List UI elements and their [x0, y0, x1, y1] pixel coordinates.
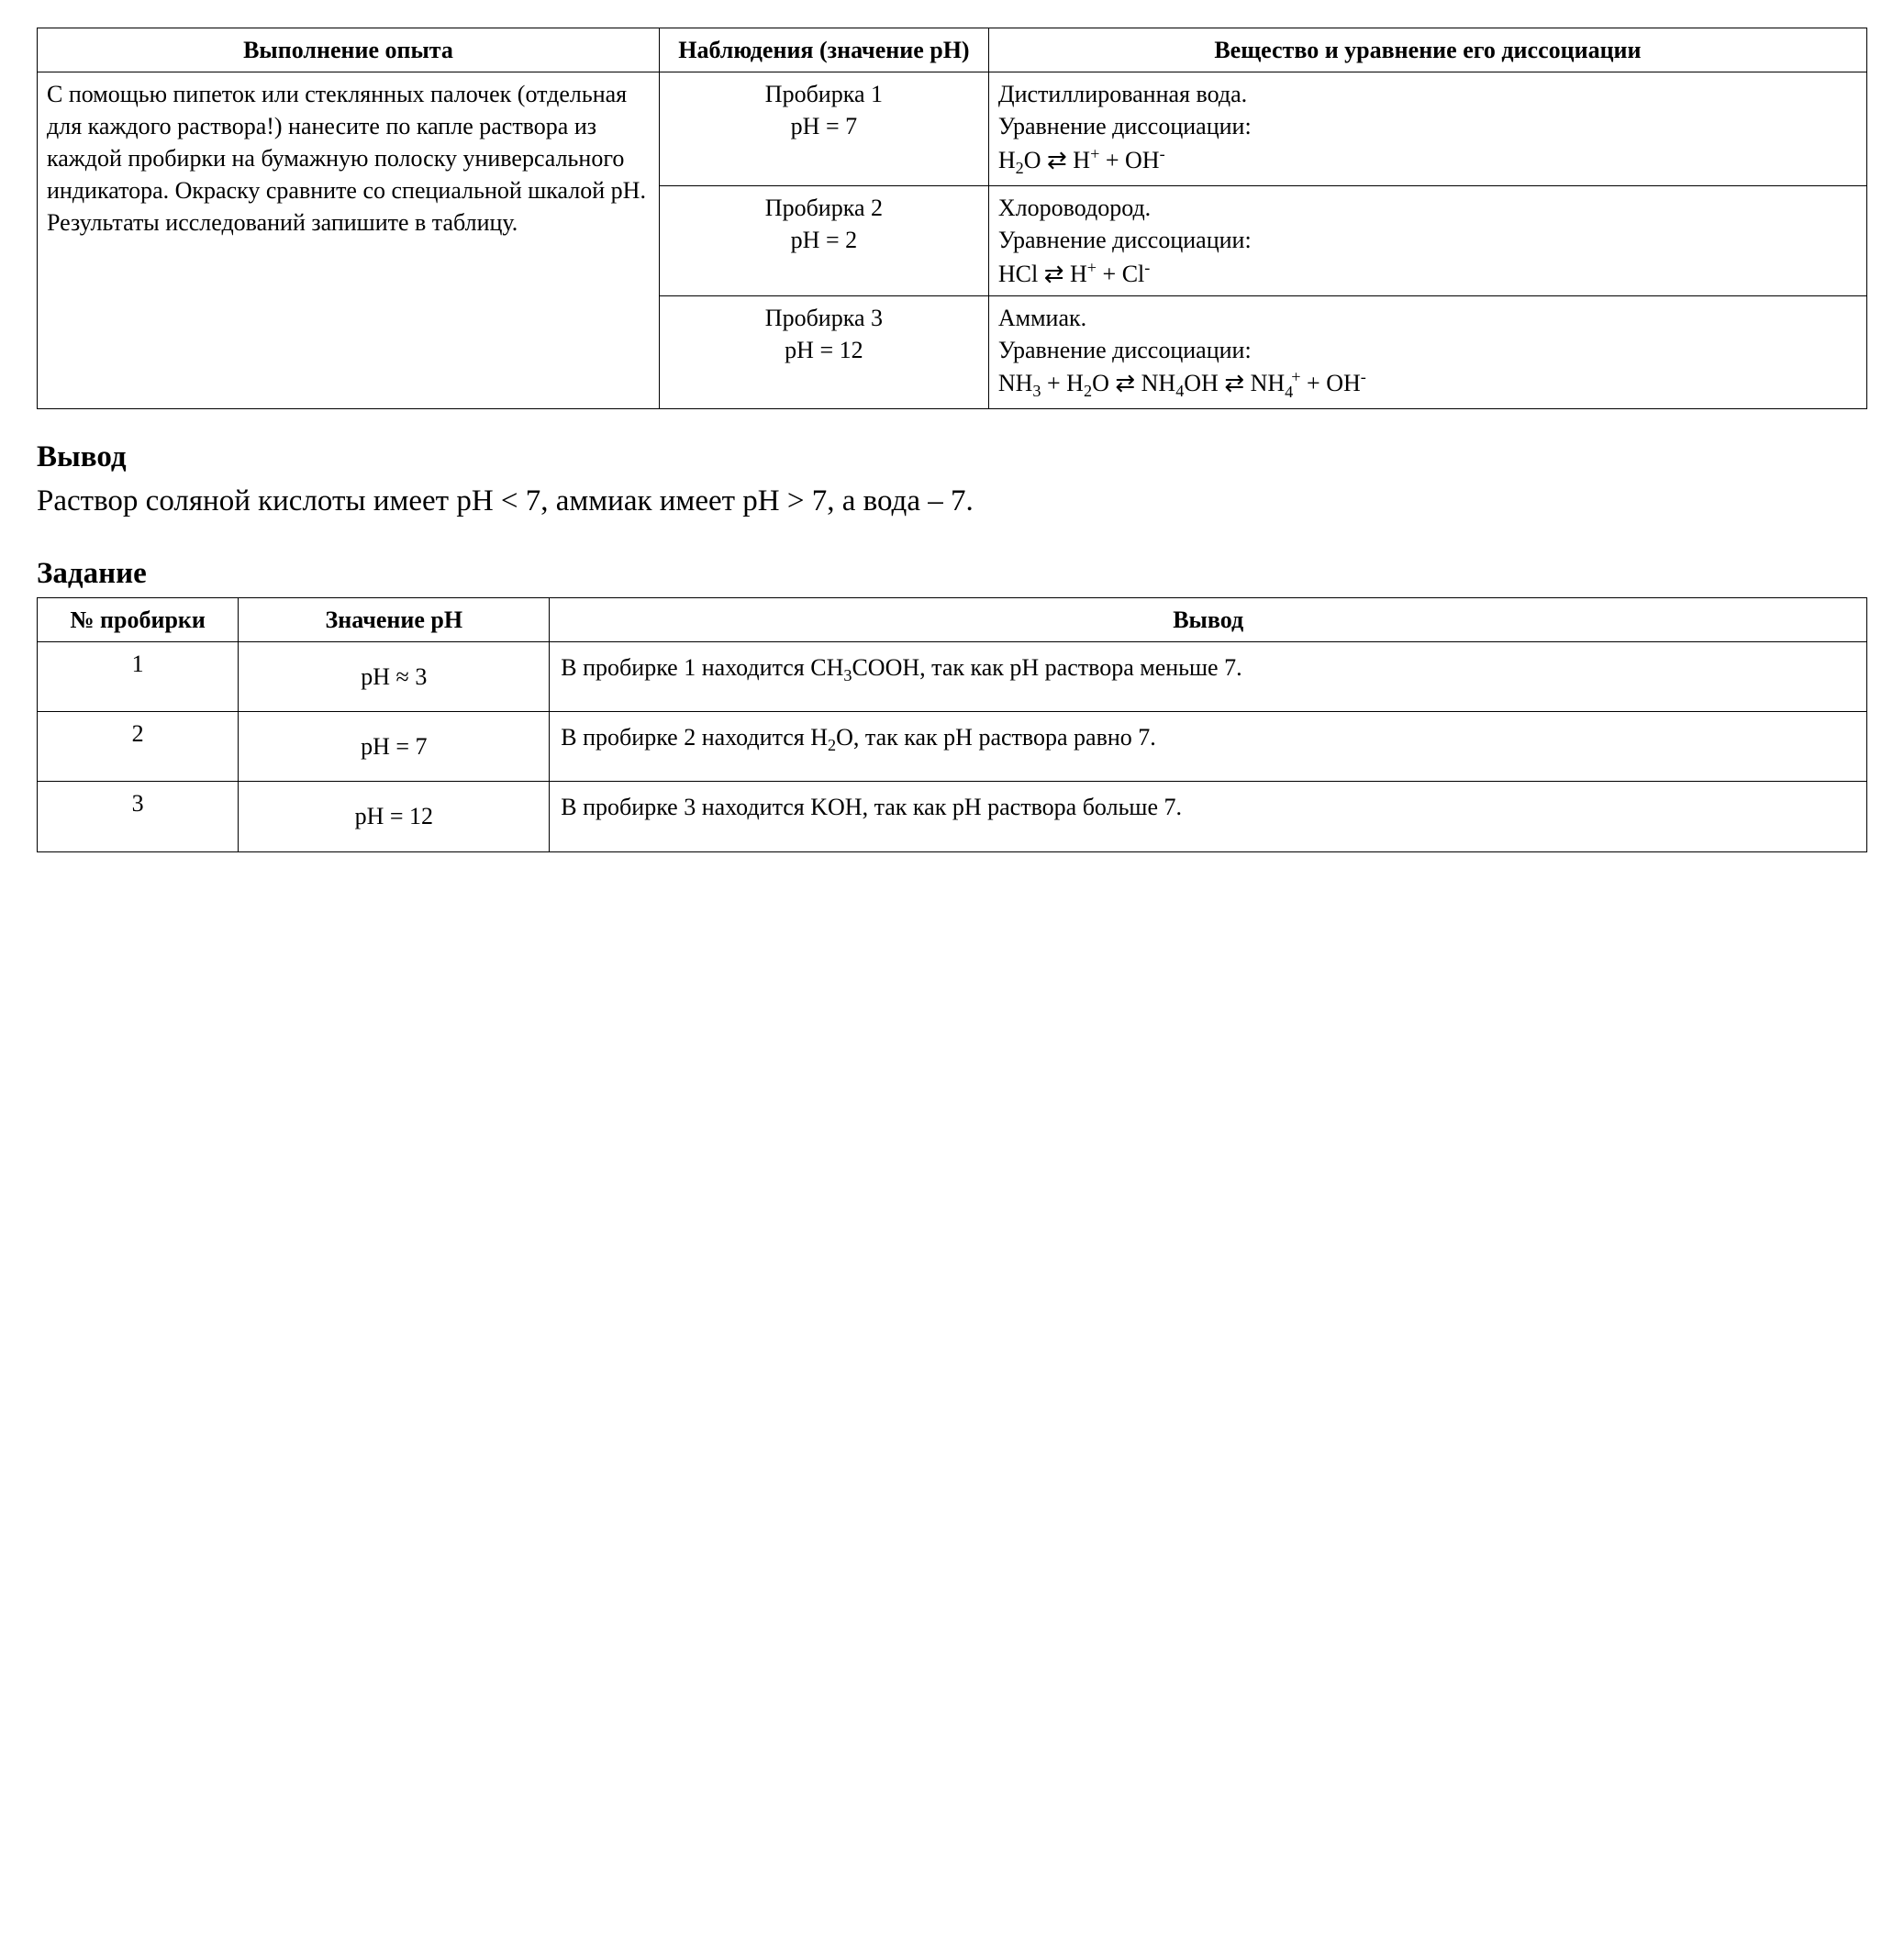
conclusion-cell-1: В пробирке 1 находится CH3COOH, так как … — [550, 642, 1867, 712]
table-row: С помощью пипеток или стеклянных палочек… — [38, 72, 1867, 186]
substance-cell-2: Хлороводород. Уравнение диссоциации: HCl… — [988, 185, 1866, 295]
ph-value-1: pH ≈ 3 — [239, 642, 550, 712]
obs-ph-2: pH = 2 — [791, 227, 857, 253]
procedure-cell: С помощью пипеток или стеклянных палочек… — [38, 72, 660, 409]
tube-num-1: 1 — [38, 642, 239, 712]
obs-tube-3: Пробирка 3 — [765, 305, 883, 331]
equation-2: HCl ⇄ H+ + Cl- — [998, 261, 1150, 287]
subst-eq-label-2: Уравнение диссоциации: — [998, 227, 1252, 253]
tube-num-3: 3 — [38, 782, 239, 851]
table-header-row: № пробирки Значение pH Вывод — [38, 598, 1867, 642]
header-observations: Наблюдения (значение pH) — [659, 28, 988, 72]
table-row: 1 pH ≈ 3 В пробирке 1 находится CH3COOH,… — [38, 642, 1867, 712]
subst-name-3: Аммиак. — [998, 305, 1086, 331]
task-heading: Задание — [37, 553, 1867, 595]
observation-cell-1: Пробирка 1 pH = 7 — [659, 72, 988, 186]
tube-num-2: 2 — [38, 712, 239, 782]
task-table: № пробирки Значение pH Вывод 1 pH ≈ 3 В … — [37, 597, 1867, 851]
table-header-row: Выполнение опыта Наблюдения (значение pH… — [38, 28, 1867, 72]
header-procedure: Выполнение опыта — [38, 28, 660, 72]
obs-ph-3: pH = 12 — [785, 337, 863, 363]
subst-eq-label-3: Уравнение диссоциации: — [998, 337, 1252, 363]
substance-cell-3: Аммиак. Уравнение диссоциации: NH3 + H2O… — [988, 295, 1866, 409]
subst-name-1: Дистиллированная вода. — [998, 81, 1247, 107]
table-row: 3 pH = 12 В пробирке 3 находится KOH, та… — [38, 782, 1867, 851]
conclusion-cell-2: В пробирке 2 находится H2O, так как pH р… — [550, 712, 1867, 782]
obs-tube-1: Пробирка 1 — [765, 81, 883, 107]
conclusion-cell-3: В пробирке 3 находится KOH, так как pH р… — [550, 782, 1867, 851]
substance-cell-1: Дистиллированная вода. Уравнение диссоци… — [988, 72, 1866, 186]
obs-ph-1: pH = 7 — [791, 113, 857, 139]
conclusion-heading: Вывод — [37, 437, 1867, 478]
header-conclusion: Вывод — [550, 598, 1867, 642]
table-row: 2 pH = 7 В пробирке 2 находится H2O, так… — [38, 712, 1867, 782]
equation-3: NH3 + H2O ⇄ NH4OH ⇄ NH4+ + OH- — [998, 370, 1366, 396]
experiment-table: Выполнение опыта Наблюдения (значение pH… — [37, 28, 1867, 409]
conclusion-text: Раствор соляной кислоты имеет pH < 7, ам… — [37, 482, 1867, 521]
obs-tube-2: Пробирка 2 — [765, 195, 883, 221]
ph-value-2: pH = 7 — [239, 712, 550, 782]
header-substance: Вещество и уравнение его диссоциации — [988, 28, 1866, 72]
subst-name-2: Хлороводород. — [998, 195, 1151, 221]
header-ph-value: Значение pH — [239, 598, 550, 642]
observation-cell-3: Пробирка 3 pH = 12 — [659, 295, 988, 409]
header-tube-no: № пробирки — [38, 598, 239, 642]
subst-eq-label-1: Уравнение диссоциации: — [998, 113, 1252, 139]
equation-1: H2O ⇄ H+ + OH- — [998, 147, 1165, 173]
ph-value-3: pH = 12 — [239, 782, 550, 851]
observation-cell-2: Пробирка 2 pH = 2 — [659, 185, 988, 295]
